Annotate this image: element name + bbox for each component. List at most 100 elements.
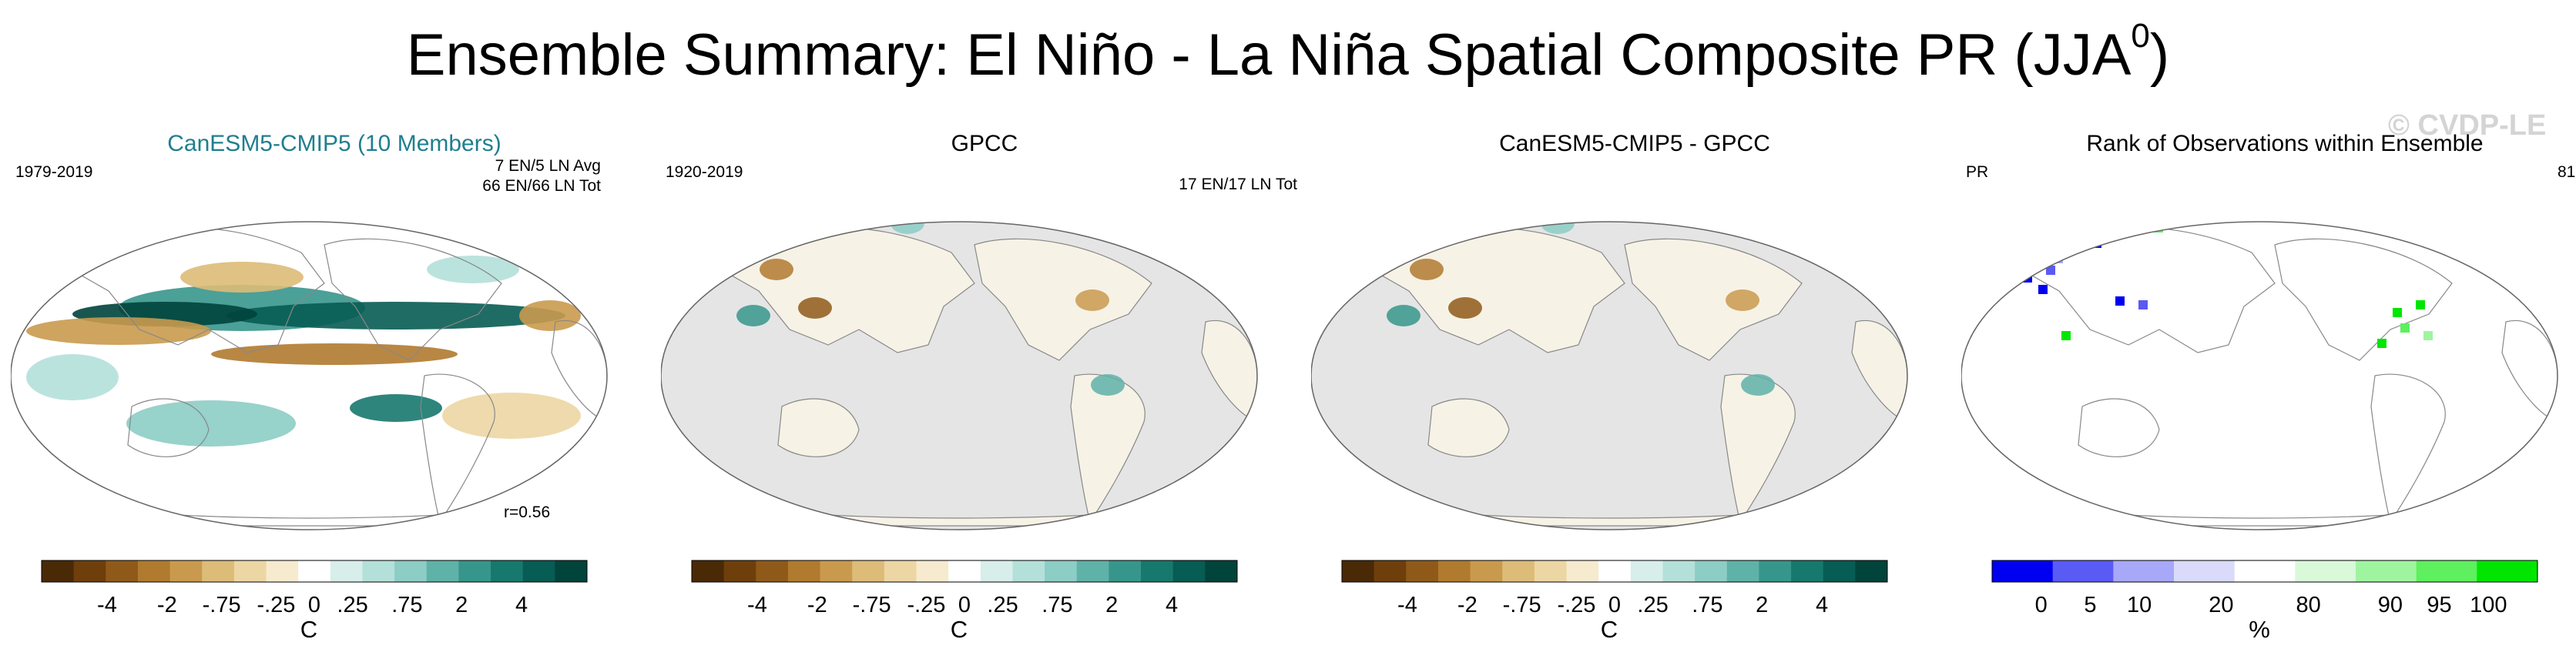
colorbar-tick-label: .75: [1041, 593, 1073, 617]
colorbar-swatch: [522, 560, 555, 582]
figure-title: Ensemble Summary: El Niño - La Niña Spat…: [406, 17, 2170, 88]
colorbar-tick-label: 5: [2084, 593, 2097, 617]
colorbar-outline: [41, 560, 588, 583]
colorbar-swatch: [2052, 560, 2114, 582]
colorbar-tick-label: 2: [1756, 593, 1769, 617]
panel-difference: CanESM5-CMIP5 - GPCC -4 -2 -.75 -.25 0 .25 .75…: [1311, 131, 1955, 659]
colorbar-outline: [691, 560, 1238, 583]
colorbar-swatch: [820, 560, 853, 582]
continent-australia: [2078, 398, 2160, 457]
colorbar-tick-label: 4: [515, 593, 528, 617]
event-total-label: 17 EN/17 LN Tot: [1179, 176, 1297, 193]
ocean-background: [1961, 222, 2558, 530]
continent-australia: [1427, 398, 1510, 457]
colorbar-tick-label: .75: [1692, 593, 1723, 617]
colorbar-swatch: [2356, 560, 2417, 582]
colorbar-swatch: [884, 560, 917, 582]
colorbar-swatch: [2477, 560, 2538, 582]
colorbar-swatch: [1205, 560, 1238, 582]
land-anomaly: [760, 259, 793, 280]
colorbar-swatch: [1437, 560, 1471, 582]
colorbar-tick-label: 100: [2470, 593, 2507, 617]
colorbar-swatch: [1141, 560, 1174, 582]
colorbar-outline: [1341, 560, 1888, 583]
land-anomaly: [798, 297, 832, 319]
colorbar-tick-label: -.25: [907, 593, 946, 617]
rank-cell: [2416, 300, 2425, 309]
continent-africa: [2501, 319, 2558, 423]
colorbar-swatch: [458, 560, 491, 582]
colorbar-tick-label: -2: [807, 593, 827, 617]
colorbar-tick-label: 90: [2377, 593, 2403, 617]
colorbar-tick-label: -2: [1457, 593, 1478, 617]
colorbar-swatch: [1045, 560, 1078, 582]
colorbar-swatch: [723, 560, 756, 582]
continent-south-america: [1070, 373, 1145, 524]
colorbar-tick-label: -4: [97, 593, 117, 617]
anomaly-region: [126, 400, 296, 447]
colorbar-swatch: [1566, 560, 1599, 582]
rank-cell: [2400, 323, 2410, 333]
colorbar-swatch: [1662, 560, 1696, 582]
rank-cell: [2362, 200, 2371, 209]
colorbar-tick-label: -.25: [1557, 593, 1596, 617]
rank-cell: [2046, 266, 2055, 275]
anomaly-region: [26, 317, 211, 345]
colorbar-swatch: [491, 560, 524, 582]
colorbar-swatch: [555, 560, 588, 582]
anomaly-region: [26, 354, 119, 400]
colorbar-swatch: [756, 560, 789, 582]
anomaly-region: [519, 300, 581, 331]
colorbar-tick-label: -.25: [257, 593, 296, 617]
event-total-label: 66 EN/66 LN Tot: [482, 177, 601, 195]
continent-africa: [1201, 319, 1257, 423]
colorbar: [41, 560, 588, 583]
panel-title: CanESM5-CMIP5 - GPCC: [1499, 131, 1770, 156]
world-map: [661, 221, 1258, 530]
colorbar-swatch: [692, 560, 725, 582]
ensemble-count-label: 7 EN/5 LN Avg: [495, 157, 601, 175]
anomaly-region: [211, 343, 458, 365]
colorbar-swatch: [1012, 560, 1045, 582]
continent-australia: [127, 398, 210, 457]
colorbar-swatch: [1992, 560, 2054, 582]
continent-south-america: [1720, 373, 1796, 524]
colorbar-swatch: [202, 560, 235, 582]
colorbar-swatch: [1598, 560, 1632, 582]
colorbar-swatch: [1726, 560, 1759, 582]
land-anomaly: [1448, 297, 1482, 319]
colorbar-swatch: [1374, 560, 1407, 582]
continent-australia: [777, 398, 860, 457]
colorbar-tick-label: .25: [1637, 593, 1669, 617]
continent-south-america: [420, 373, 495, 524]
colorbar-unit: C: [950, 616, 968, 643]
colorbar-tick-label: 10: [2127, 593, 2152, 617]
colorbar-swatch: [42, 560, 75, 582]
colorbar-swatch: [1076, 560, 1109, 582]
colorbar: [691, 560, 1238, 583]
colorbar-swatch: [2174, 560, 2236, 582]
colorbar-swatch: [298, 560, 331, 582]
colorbar-tick-label: -4: [1397, 593, 1417, 617]
colorbar-swatch: [1823, 560, 1856, 582]
rank-cell: [2462, 246, 2471, 256]
colorbar-tick-label: 80: [2296, 593, 2321, 617]
colorbar-tick-label: -4: [747, 593, 767, 617]
colorbar-tick-label: 95: [2427, 593, 2452, 617]
panel-title: CanESM5-CMIP5 (10 Members): [167, 131, 501, 156]
rank-percent-label: 81%: [2557, 163, 2576, 181]
world-map: [1311, 221, 1908, 530]
colorbar-tick-label: 0: [958, 593, 971, 617]
colorbar-swatch: [980, 560, 1013, 582]
colorbar-swatch: [852, 560, 885, 582]
colorbar-swatch: [1172, 560, 1206, 582]
colorbar-tick-label: .75: [391, 593, 423, 617]
land-anomaly: [1091, 374, 1125, 396]
colorbar-swatch: [1855, 560, 1888, 582]
colorbar-unit: %: [2249, 616, 2270, 643]
colorbar-swatch: [2113, 560, 2175, 582]
map-border: [1961, 221, 2558, 530]
colorbar-swatch: [330, 560, 363, 582]
panel-rank: Rank of Observations within Ensemble PR …: [1961, 131, 2576, 659]
map-field: [11, 222, 607, 530]
